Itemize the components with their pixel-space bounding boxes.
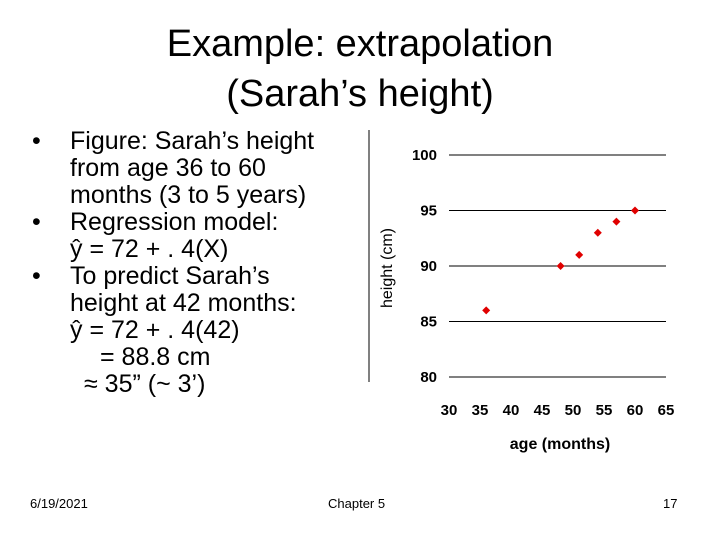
y-tick-labels: 80 85 90 95 100 <box>412 147 437 386</box>
y-tick-label: 100 <box>412 147 437 164</box>
x-tick-label: 30 <box>441 402 458 419</box>
footer-chapter: Chapter 5 <box>328 496 386 511</box>
y-axis-label: height (cm) <box>379 228 396 308</box>
y-tick-label: 85 <box>420 314 437 331</box>
data-point-diamond <box>482 306 491 315</box>
x-tick-label: 50 <box>565 402 582 419</box>
data-point-diamond <box>612 217 621 226</box>
bullet-regression-model: • Regression model: ŷ = 72 + . 4(X) <box>22 209 357 263</box>
x-tick-label: 60 <box>627 402 644 419</box>
bullet-text-line: ≈ 35” (~ 3’) <box>84 370 206 398</box>
bullet-text-line: months (3 to 5 years) <box>70 181 307 209</box>
bullet-text-line: from age 36 to 60 <box>70 154 266 182</box>
bullet-text-line: = 88.8 cm <box>100 343 211 371</box>
data-points <box>482 206 639 315</box>
bullet-text-line: height at 42 months: <box>70 289 297 317</box>
bullet-text-line: To predict Sarah’s <box>70 262 270 290</box>
chart-grid <box>449 154 666 378</box>
bullet-text-line: ŷ = 72 + . 4(42) <box>70 316 240 344</box>
bullet-symbol: • <box>32 262 41 290</box>
bullet-symbol: • <box>32 208 41 236</box>
bullet-text-line: ŷ = 72 + . 4(X) <box>70 235 229 263</box>
slide-title-line-2: (Sarah’s height) <box>226 73 494 115</box>
y-tick-label: 95 <box>420 203 437 220</box>
x-tick-label: 55 <box>596 402 613 419</box>
data-point-diamond <box>556 262 565 270</box>
x-tick-labels: 30 35 40 45 50 55 60 65 <box>441 402 675 419</box>
footer-date: 6/19/2021 <box>30 496 88 511</box>
y-tick-label: 80 <box>420 369 437 386</box>
bullet-text-line: Regression model: <box>70 208 279 236</box>
data-point-diamond <box>631 206 639 215</box>
data-point-diamond <box>593 228 602 237</box>
bullet-figure: • Figure: Sarah’s height from age 36 to … <box>22 128 357 209</box>
x-tick-label: 65 <box>658 402 675 419</box>
x-tick-label: 35 <box>472 402 489 419</box>
slide-title-line-1: Example: extrapolation <box>166 23 554 65</box>
bullet-symbol: • <box>32 127 41 155</box>
data-point-diamond <box>575 250 584 259</box>
y-tick-label: 90 <box>420 258 437 275</box>
x-tick-label: 45 <box>534 402 551 419</box>
footer-page-number: 17 <box>663 496 678 511</box>
bullet-prediction: • To predict Sarah’s height at 42 months… <box>22 263 357 398</box>
bullet-list: • Figure: Sarah’s height from age 36 to … <box>22 128 357 398</box>
bullet-text-line: Figure: Sarah’s height <box>70 127 315 155</box>
x-tick-label: 40 <box>503 402 520 419</box>
x-axis-label: age (months) <box>510 436 610 453</box>
